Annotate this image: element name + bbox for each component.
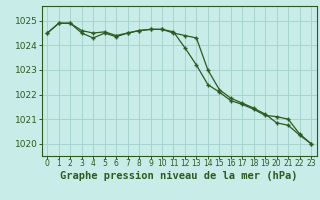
X-axis label: Graphe pression niveau de la mer (hPa): Graphe pression niveau de la mer (hPa) <box>60 171 298 181</box>
